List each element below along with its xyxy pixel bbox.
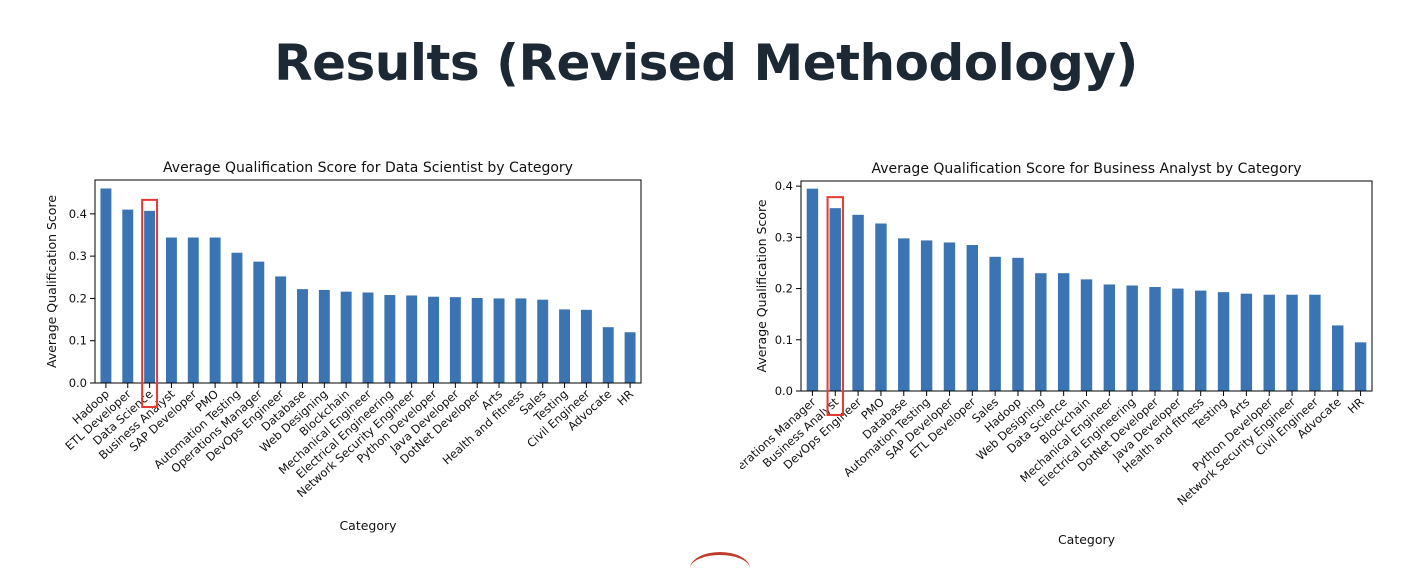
bar-dotnet-developer [1149,287,1161,391]
decorative-arc [690,552,750,585]
bar-mechanical-engineer [1103,284,1116,391]
y-tick-label: 0.0 [69,376,87,390]
bar-data-science [144,210,156,383]
data-scientist-chart: Average Qualification Score for Data Sci… [44,160,642,533]
y-tick-label: 0.1 [775,333,793,347]
bar-civil-engineer [1309,294,1321,391]
bar-blockchain [340,291,352,383]
bar-automation-testing [231,252,243,383]
bar-python-developer [1263,294,1275,391]
bar-python-developer [428,296,439,383]
bar-mechanical-engineer [362,292,374,383]
bar-sap-developer [187,237,199,383]
bar-pmo [875,223,887,391]
bar-hr [1354,342,1367,391]
bar-blockchain [1080,279,1093,391]
chart-title: Average Qualification Score for Data Sci… [163,160,573,176]
chart-title: Average Qualification Score for Business… [871,161,1301,177]
y-tick-label: 0.3 [775,230,793,244]
bar-arts [493,298,505,383]
bar-business-analyst [165,237,177,383]
bar-automation-testing [920,240,933,391]
bar-electrical-engineering [384,295,396,383]
bar-hr [624,332,636,383]
bar-electrical-engineering [1126,285,1138,391]
bar-database [898,238,910,391]
x-tick-label: HR [1345,395,1367,417]
bar-etl-developer [966,245,979,391]
y-tick-label: 0.0 [775,384,793,398]
y-tick-label: 0.2 [69,291,87,305]
slide-title: Results (Revised Methodology) [274,34,1138,92]
bar-java-developer [449,297,461,383]
bar-etl-developer [122,209,134,383]
y-tick-label: 0.2 [775,282,793,296]
bar-testing [559,309,571,383]
bar-devops-engineer [275,276,287,383]
bar-network-security-engineer [406,295,418,383]
y-axis-label: Average Qualification Score [754,199,769,372]
y-tick-label: 0.3 [69,249,87,263]
y-axis-label: Average Qualification Score [44,195,59,368]
bar-advocate [1332,325,1344,391]
bar-advocate [602,327,614,383]
bar-operations-manager [806,188,819,391]
bar-sales [989,256,1001,391]
highlight-box [141,198,159,409]
bar-data-science [1057,273,1070,391]
bar-dotnet-developer [471,297,483,383]
x-axis-label: Category [1058,532,1116,547]
highlight-box [826,196,844,416]
bar-devops-engineer [852,214,864,391]
bar-hadoop [1012,257,1024,391]
business-analyst-chart: Average Qualification Score for Business… [740,161,1373,547]
bar-business-analyst [829,208,841,391]
bar-sales [537,299,549,383]
bar-sap-developer [943,242,956,391]
bar-operations-manager [253,261,265,383]
plot-frame [94,179,642,384]
plot-frame [800,180,1373,392]
y-tick-label: 0.1 [69,334,87,348]
bar-arts [1240,293,1253,391]
x-tick-label: HR [614,387,636,409]
bar-database [297,289,308,383]
y-tick-label: 0.4 [775,179,793,193]
bar-network-security-engineer [1286,294,1298,391]
bar-testing [1217,292,1230,391]
bar-civil-engineer [580,309,592,383]
bar-health-and-fitness [515,298,527,383]
y-tick-label: 0.4 [69,207,87,221]
bar-health-and-fitness [1194,290,1207,391]
bar-hadoop [100,188,112,383]
bar-web-designing [318,289,330,383]
x-axis-label: Category [339,518,397,533]
bar-pmo [209,237,221,383]
bar-web-designing [1035,273,1047,391]
bar-java-developer [1172,288,1184,391]
